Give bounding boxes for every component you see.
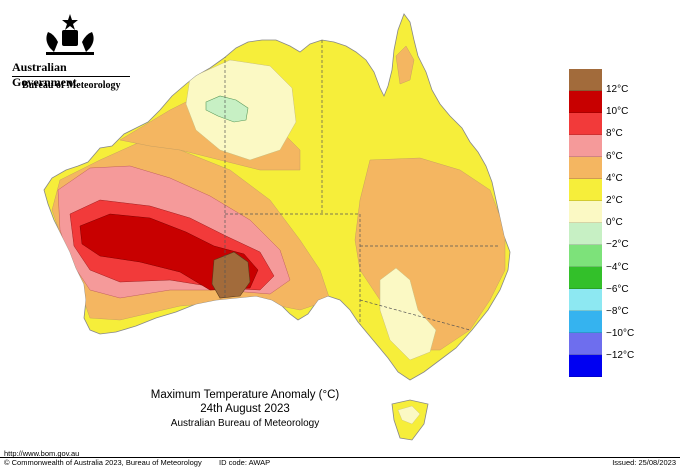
government-title: Australian Government — [12, 60, 77, 89]
footer-url[interactable]: http://www.bom.gov.au — [4, 449, 80, 458]
footer-copyright: © Commonwealth of Australia 2023, Bureau… — [4, 458, 202, 467]
legend-swatch — [569, 245, 602, 267]
legend-swatch — [569, 135, 602, 157]
legend-scale — [569, 69, 602, 377]
legend-label: −8°C — [606, 306, 629, 317]
legend-label: 2°C — [606, 195, 623, 206]
legend-label: 0°C — [606, 217, 623, 229]
legend-swatch — [569, 113, 602, 135]
bureau-title: Bureau of Meteorology — [22, 80, 121, 91]
footer-id-code: ID code: AWAP — [219, 458, 271, 467]
anomaly-zone-12-plus — [211, 251, 251, 299]
coat-of-arms-icon — [46, 14, 94, 55]
legend-swatch — [569, 69, 602, 91]
legend-label: −10°C — [606, 328, 635, 340]
legend-label: 10°C — [606, 106, 629, 118]
anomaly-zone-0-2-qld — [395, 45, 415, 85]
legend-label: −12°C — [606, 350, 635, 362]
border-nsw-vic — [359, 299, 471, 331]
legend-swatch — [569, 311, 602, 333]
legend-label: 8°C — [606, 128, 623, 140]
map-source: Australian Bureau of Meteorology — [170, 418, 320, 429]
legend-swatch — [569, 355, 602, 377]
legend-label: 12°C — [606, 84, 629, 95]
map-title: Maximum Temperature Anomaly (°C) — [150, 389, 340, 401]
legend-label: 6°C — [606, 150, 623, 162]
legend-swatch — [569, 289, 602, 311]
legend-label: −2°C — [606, 239, 629, 251]
map-title-block: Maximum Temperature Anomaly (°C) 24th Au… — [100, 388, 390, 430]
legend-swatch — [569, 333, 602, 355]
anomaly-zone-0-2-east — [379, 267, 437, 361]
footer-issued-date: Issued: 25/08/2023 — [612, 458, 676, 467]
legend-swatch — [569, 179, 602, 201]
tasmania-pale-zone — [397, 405, 421, 425]
legend-swatch — [569, 201, 602, 223]
legend-swatch — [569, 223, 602, 245]
legend-label: 4°C — [606, 172, 623, 184]
header-divider — [12, 76, 130, 77]
footer-divider — [0, 457, 680, 458]
legend-swatch — [569, 91, 602, 113]
legend-swatch — [569, 267, 602, 289]
map-date: 24th August 2023 — [200, 403, 290, 415]
legend-label: −6°C — [606, 283, 629, 295]
legend-label: −4°C — [606, 261, 629, 273]
legend-swatch — [569, 157, 602, 179]
